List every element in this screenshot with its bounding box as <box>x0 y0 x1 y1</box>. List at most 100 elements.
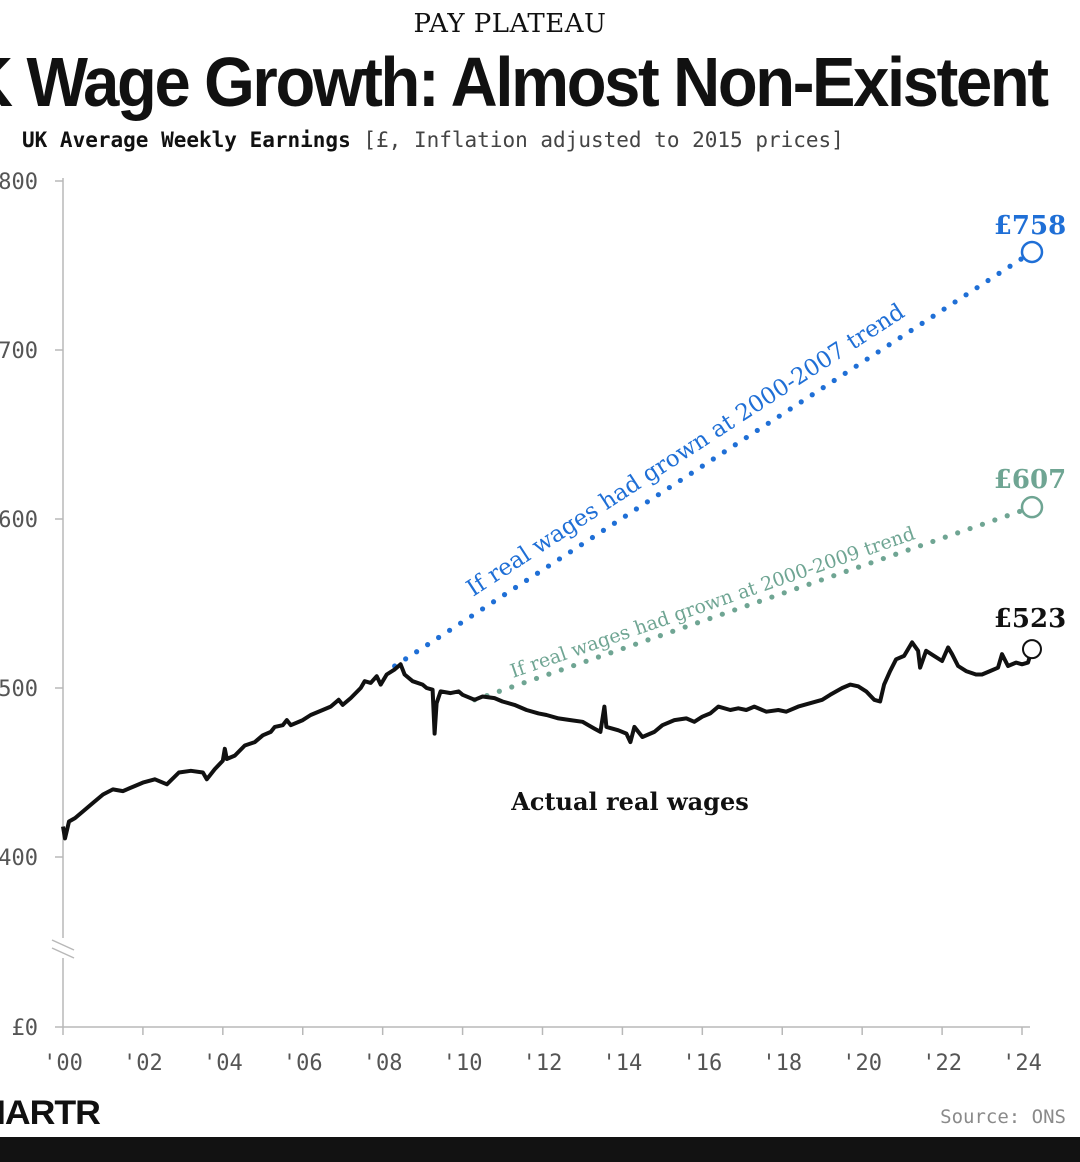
trend-2009-dot <box>583 658 589 664</box>
trend-2007-dot <box>930 313 936 319</box>
trend-2007-dot <box>820 385 826 391</box>
trend-2009-dot <box>521 680 527 686</box>
trend-2009-dot <box>682 624 688 630</box>
trend-2007-dot <box>556 556 563 562</box>
trend-2009-dot <box>880 555 886 562</box>
trend-2007-dot <box>765 420 771 426</box>
trend-2009-dot <box>595 654 602 660</box>
trend-2009-dot <box>533 675 540 682</box>
x-tick-label: '08 <box>363 1051 403 1076</box>
trend-2007-dot <box>886 342 892 348</box>
actual-end-marker <box>1021 639 1042 660</box>
trend-2007-dot <box>897 335 903 341</box>
chart-headline: K Wage Growth: Almost Non-Existent <box>0 43 1049 121</box>
y-tick-label: £0 <box>12 1016 39 1041</box>
trend-2009-dot <box>707 615 713 622</box>
trend-2007-dot <box>952 299 958 305</box>
publisher-logo: IARTR <box>0 1094 101 1132</box>
x-tick-label: '18 <box>762 1051 802 1076</box>
trend-2009-label: If real wages had grown at 2000-2009 tre… <box>507 523 917 683</box>
trend-2007-dot <box>633 506 640 512</box>
trend-2007-dot <box>798 399 804 405</box>
trend-2009-dot <box>744 603 750 609</box>
trend-2009-dot <box>719 611 725 617</box>
actual-wages-line <box>61 640 1034 841</box>
trend-2007-dot <box>446 627 453 633</box>
trend-2007-dot <box>985 277 991 284</box>
chart-subtitle: UK Average Weekly Earnings [£, Inflation… <box>22 128 844 152</box>
trend-2007-dot <box>589 534 596 541</box>
source-note: Source: ONS <box>940 1106 1066 1128</box>
trend-2007-dot <box>534 570 541 576</box>
x-tick-label: '22 <box>922 1051 962 1076</box>
trend-2009-dot <box>732 607 738 613</box>
trend-2007-dot <box>501 592 508 598</box>
x-tick-label: '00 <box>43 1051 83 1076</box>
trend-2009-dot <box>930 538 936 545</box>
y-tick-label: 500 <box>0 677 38 702</box>
trend-2007-dot <box>853 363 859 369</box>
subtitle-measure: UK Average Weekly Earnings <box>22 128 351 152</box>
trend-2009-dot <box>893 551 899 557</box>
y-tick-label: 600 <box>0 508 38 533</box>
trend-2007-dot <box>721 449 727 455</box>
x-tick-label: '20 <box>842 1051 882 1076</box>
trend-2009-dot <box>843 568 849 574</box>
trend-2007-dot <box>710 456 716 462</box>
trend-2007-dot <box>842 370 848 376</box>
trend-2009-dot <box>806 581 812 587</box>
trend-2007-dot <box>655 492 661 498</box>
trend-2009-dot <box>868 560 874 566</box>
subtitle-unit: [£, Inflation adjusted to 2015 prices] <box>363 128 844 152</box>
actual-series-label: Actual real wages <box>510 787 749 816</box>
wage-line-chart: £0 400 500 600 700 800 '00 '02 '04 '06 '08 '10 '12 '1… <box>0 170 1066 1076</box>
trend-2007-dot <box>479 606 486 612</box>
trend-2007-dot <box>699 463 705 469</box>
trend-2007-dot <box>622 513 629 519</box>
trend-2007-dot <box>743 434 749 441</box>
trend-2009-dot <box>509 684 515 690</box>
trend-2007-dot <box>963 292 969 298</box>
trend-2007-dot <box>996 270 1002 276</box>
trend-2007-dot <box>688 470 694 476</box>
trend-2007-dot <box>512 584 519 591</box>
trend-2007-dot <box>787 406 793 412</box>
trend-2009-dot <box>955 530 961 536</box>
trend-2007-dot <box>468 613 475 619</box>
trend-2009-end-label: £607 <box>994 465 1066 495</box>
trend-2009-dot <box>657 633 663 639</box>
trend-2009-dot <box>831 573 837 579</box>
trend-2007-dot <box>523 577 530 583</box>
trend-2009-dot <box>1004 513 1010 519</box>
trend-2007-dot <box>578 542 585 548</box>
trend-2007-dot <box>1007 263 1013 269</box>
y-tick-label: 700 <box>0 339 38 364</box>
trend-2007-dot <box>941 306 947 312</box>
trend-2009-dot <box>694 620 701 626</box>
y-tick-label: 800 <box>0 170 38 195</box>
trend-2007-dot <box>875 349 881 355</box>
trend-2007-dot <box>754 427 760 434</box>
trend-2009-dot <box>756 598 763 604</box>
actual-end-label: £523 <box>994 604 1066 634</box>
trend-2009-dot <box>571 662 577 669</box>
x-tick-label: '10 <box>443 1051 483 1076</box>
axis-break-mark <box>51 939 75 951</box>
trend-2007-dot <box>1018 256 1024 262</box>
x-tick-label: '04 <box>203 1051 243 1076</box>
trend-2009-dot <box>905 547 911 553</box>
trend-2007-dot <box>864 356 870 362</box>
x-tick-label: '14 <box>603 1051 643 1076</box>
trend-2009-dot <box>1017 508 1023 515</box>
trend-2007-dot <box>732 442 738 448</box>
trend-2007-dot <box>611 520 618 526</box>
trend-2007-dot <box>545 563 552 569</box>
trend-2007-dot <box>908 327 914 334</box>
trend-2007-dot <box>600 527 607 533</box>
trend-2007-dot <box>831 377 837 384</box>
trend-2009-dot <box>794 585 800 592</box>
trend-2009-dot <box>645 637 651 643</box>
trend-2007-dot <box>403 656 409 662</box>
trend-2007-dot <box>776 413 782 419</box>
axis-break-mark <box>51 947 75 959</box>
